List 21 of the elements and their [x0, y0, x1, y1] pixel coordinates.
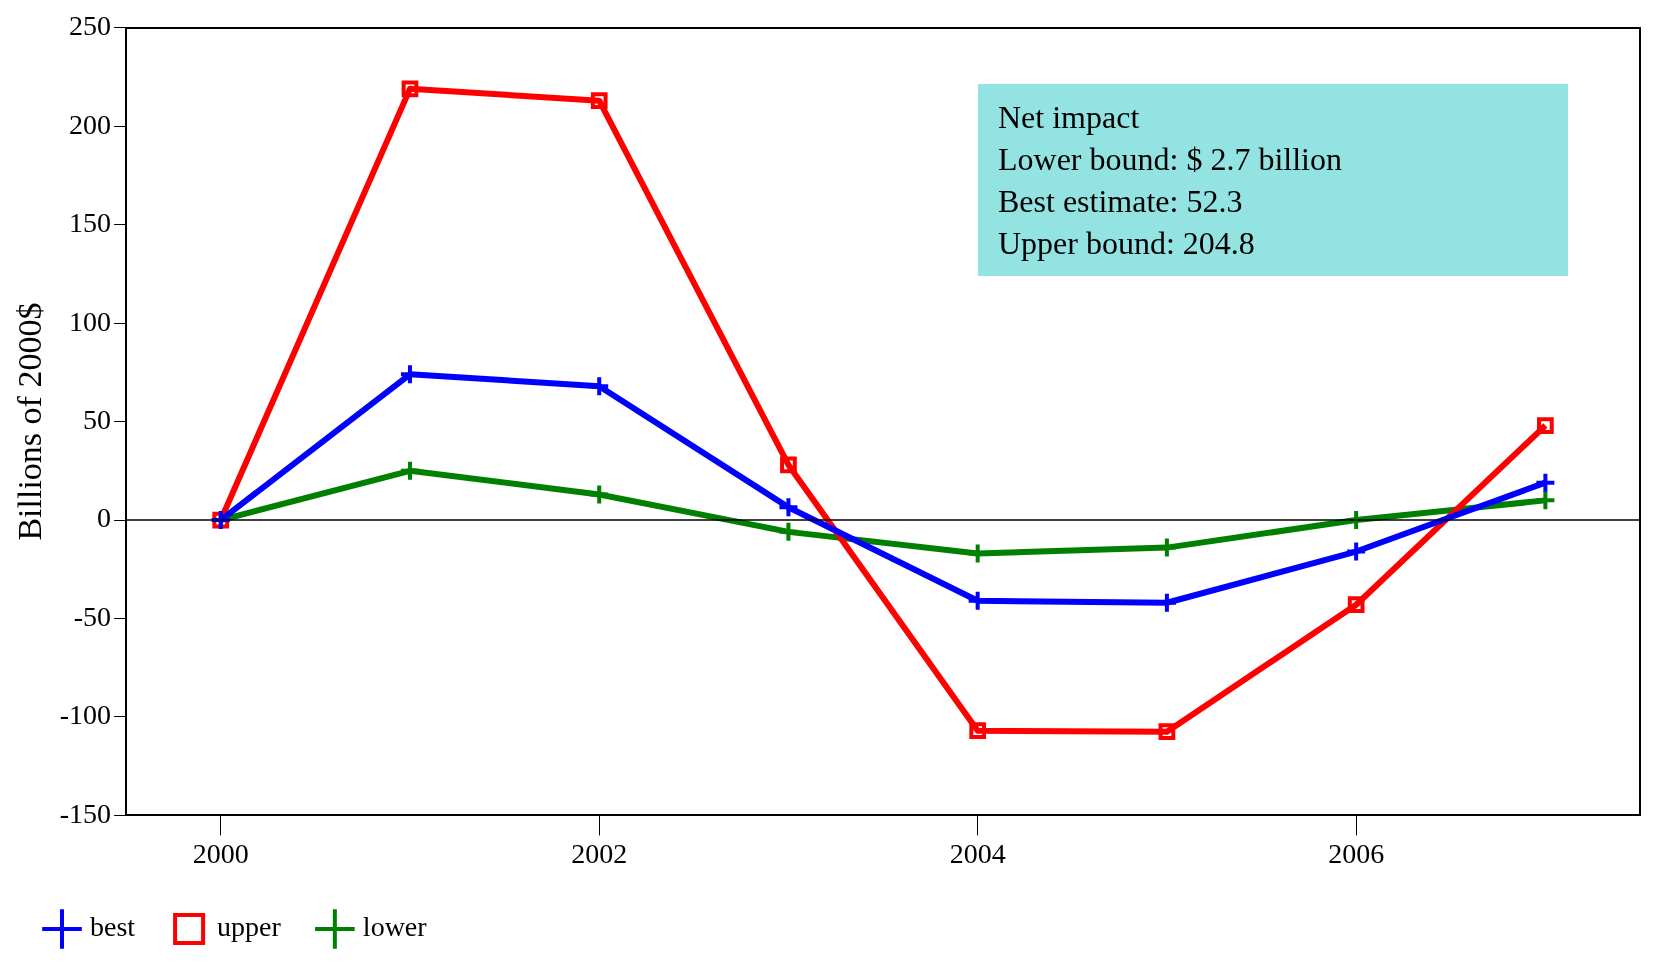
- x-tick-label: 2000: [192, 837, 249, 869]
- annotation: Lower bound: $ 2.7 billion: [998, 140, 1343, 179]
- y-tick-label: 250: [69, 10, 112, 42]
- legend-label: lower: [362, 911, 428, 943]
- y-tick-label: -150: [59, 797, 112, 829]
- x-tick-label: 2004: [949, 837, 1006, 869]
- x-tick-label: 2002: [571, 837, 628, 869]
- legend-label: best: [90, 911, 136, 943]
- y-tick-label: 100: [69, 305, 112, 337]
- x-tick-label: 2006: [1328, 837, 1385, 869]
- annotation: Best estimate: 52.3: [998, 182, 1244, 221]
- y-tick-label: 150: [69, 207, 112, 239]
- legend-label: upper: [217, 911, 282, 943]
- y-tick-label: 0: [97, 502, 112, 534]
- y-axis-title: Billions of 2000$: [11, 302, 49, 541]
- annotation: Net impact: [998, 98, 1141, 137]
- y-tick-label: 50: [83, 403, 112, 435]
- y-tick-label: 200: [69, 108, 112, 140]
- y-tick-label: -100: [59, 699, 112, 731]
- annotation: Upper bound: 204.8: [998, 224, 1256, 263]
- y-tick-label: -50: [73, 600, 112, 632]
